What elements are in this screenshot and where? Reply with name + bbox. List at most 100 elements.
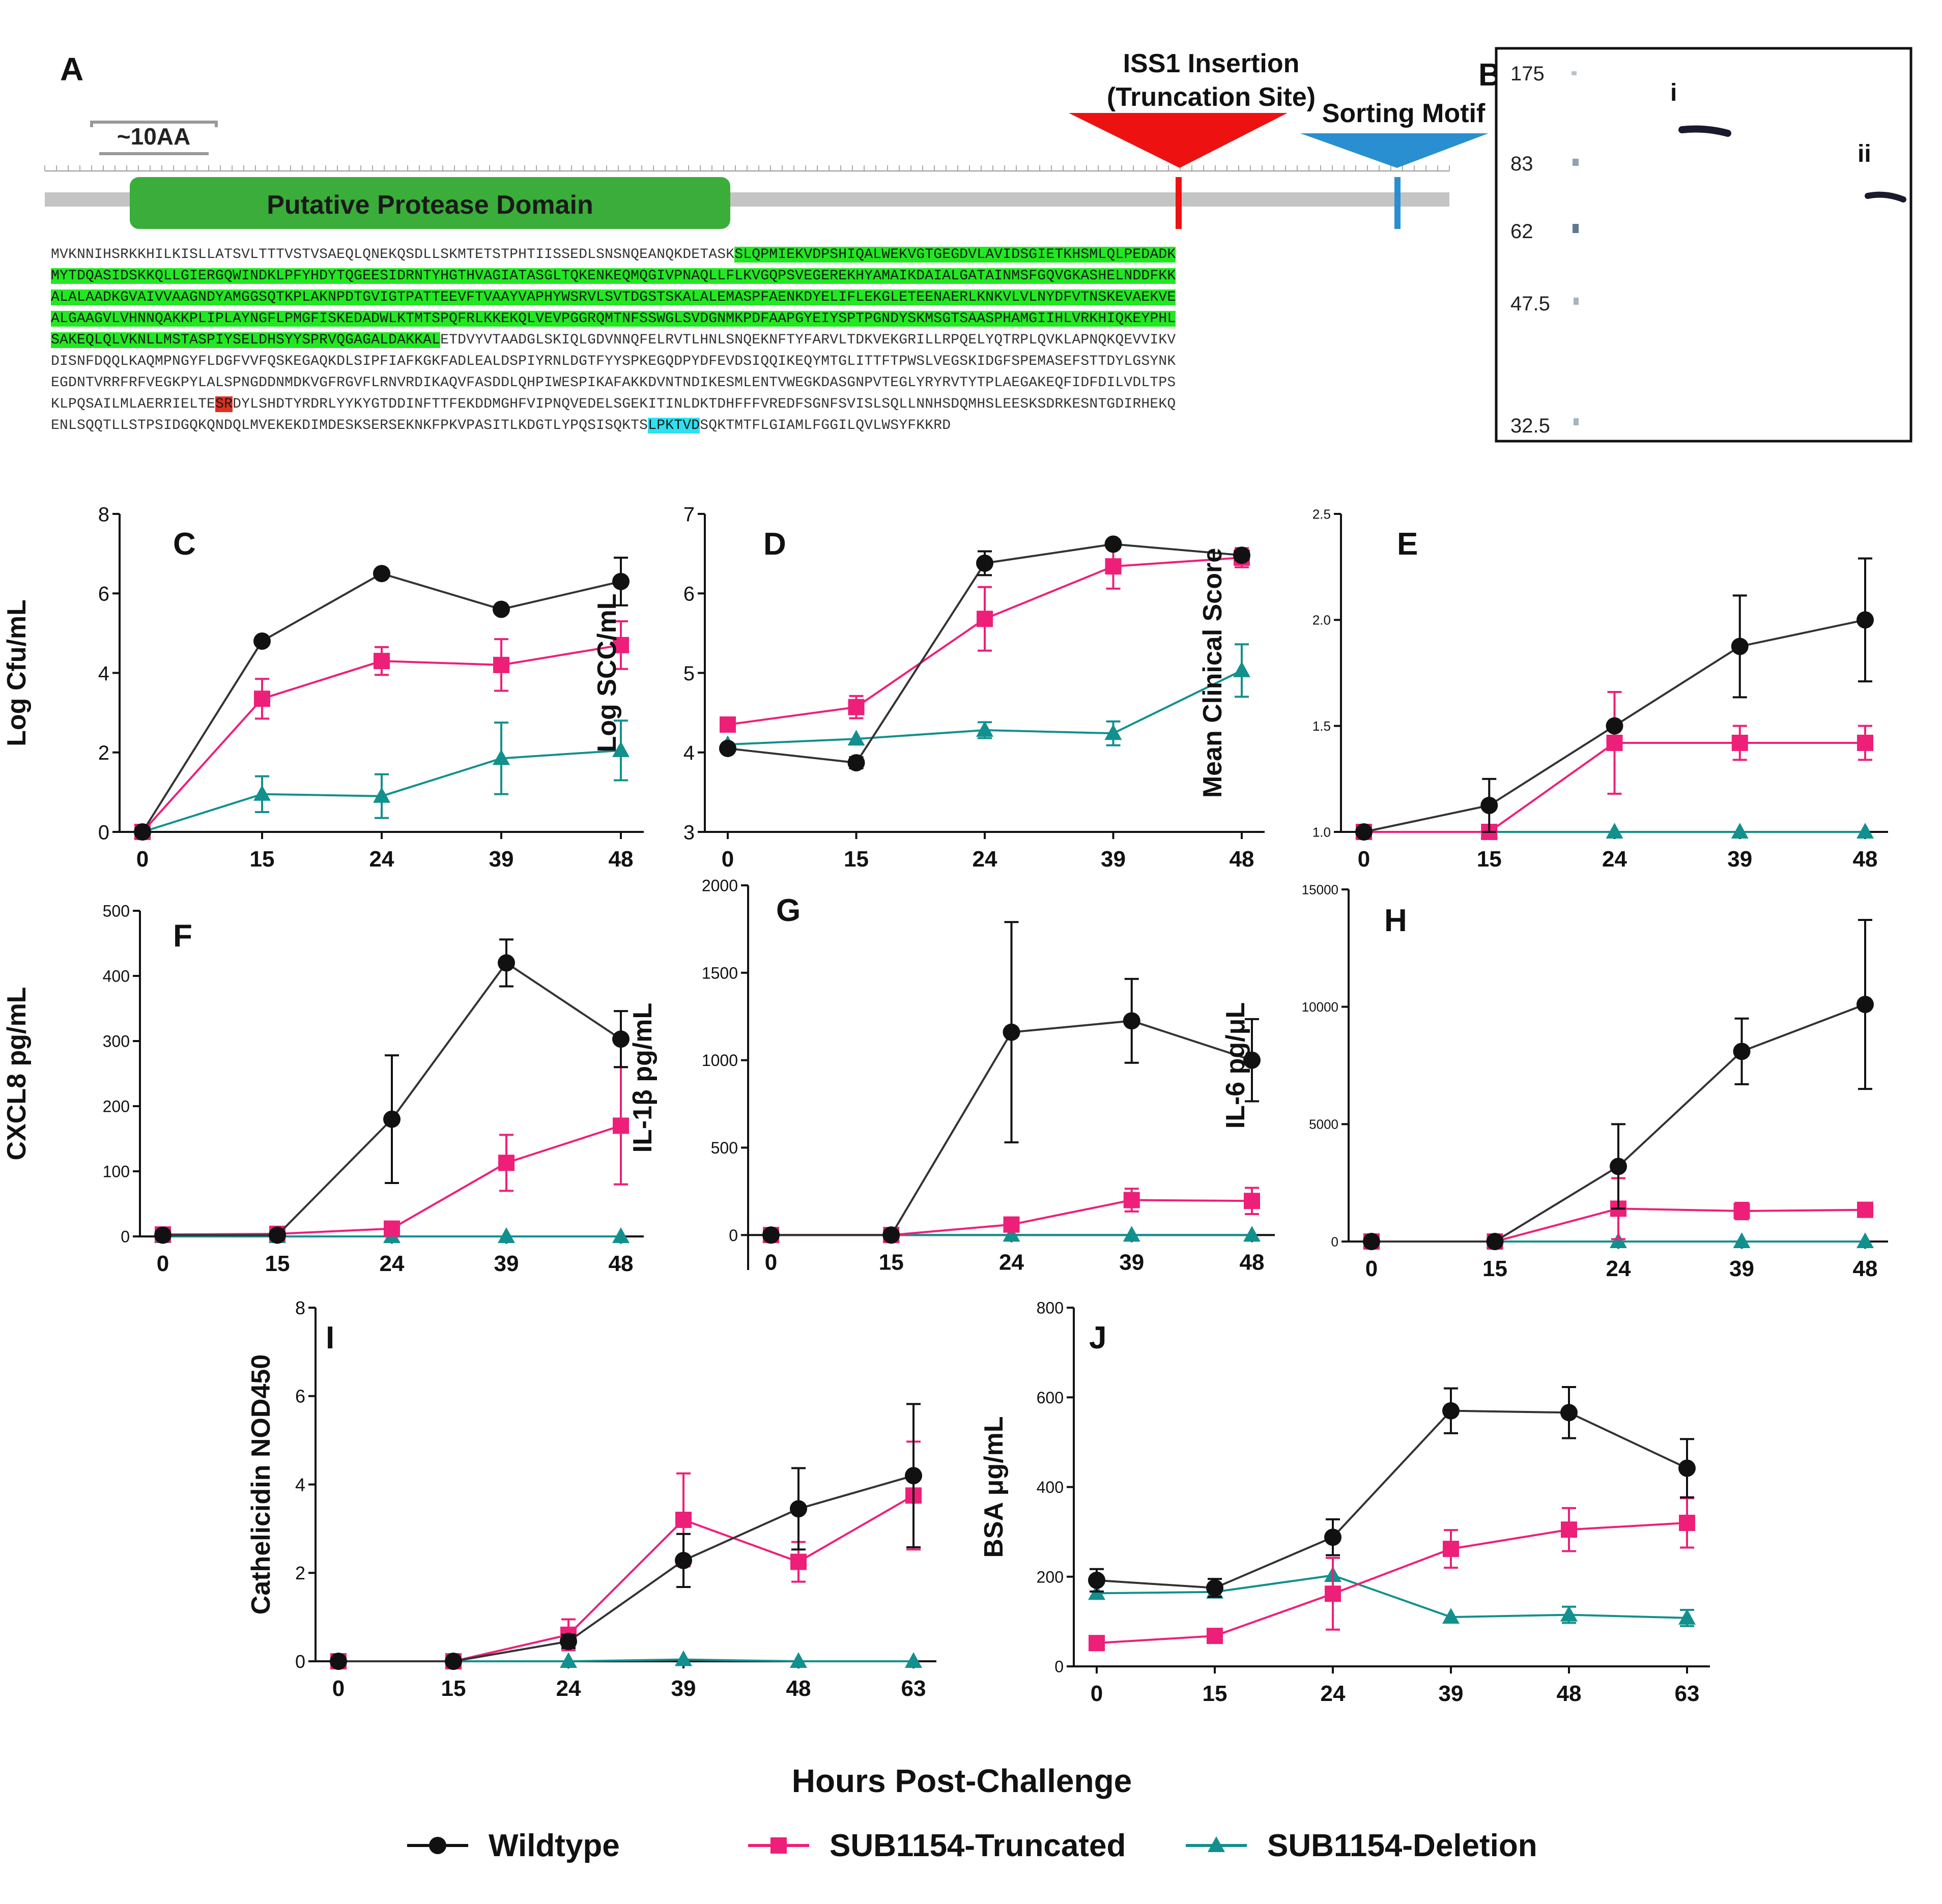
y-tick-label: 500 bbox=[103, 902, 130, 920]
series-wildtype bbox=[1363, 918, 1874, 1250]
data-point-wildtype bbox=[612, 1030, 630, 1048]
band-ii bbox=[1865, 191, 1906, 203]
y-tick-label: 200 bbox=[1037, 1568, 1064, 1586]
y-tick-label: 0 bbox=[121, 1228, 130, 1246]
data-point-wildtype bbox=[498, 954, 515, 972]
x-tick-label: 15 bbox=[441, 1676, 466, 1701]
ladder-band bbox=[1574, 298, 1579, 305]
chart-panel-e: 1.0 1.5 2.0 2.5 0 15 24 39 48 E Mean Clinical Scor… bbox=[1198, 506, 1888, 872]
y-tick-label: 8 bbox=[98, 503, 109, 526]
x-tick-label: 48 bbox=[609, 1251, 634, 1276]
x-tick-label: 48 bbox=[1853, 1256, 1878, 1281]
data-point-wildtype bbox=[269, 1226, 286, 1244]
series-wildtype bbox=[330, 1403, 922, 1670]
panel-letter: I bbox=[326, 1320, 334, 1355]
data-point-deletion bbox=[373, 787, 390, 803]
chart-panel-h: 0 5000 10000 15000 0 15 24 39 48 H IL-6 pg/μL bbox=[1221, 882, 1888, 1281]
y-tick-label: 400 bbox=[103, 967, 130, 986]
data-point-deletion bbox=[1243, 1226, 1261, 1242]
y-tick-label: 6 bbox=[683, 583, 695, 605]
band-i bbox=[1678, 125, 1731, 137]
data-point-truncated bbox=[1857, 735, 1873, 751]
chart-panel-g: 0 500 1000 1500 2000 0 15 24 39 48 G IL-1β pg/mL bbox=[628, 877, 1275, 1275]
data-point-wildtype bbox=[1233, 546, 1250, 564]
y-tick-label: 400 bbox=[1037, 1478, 1064, 1496]
data-point-truncated bbox=[493, 656, 509, 673]
sequence-segment: KLPQSAILMLAERRIELTE bbox=[51, 396, 216, 412]
data-point-truncated bbox=[1123, 1192, 1140, 1208]
sequence-line: ALGAAGVLVHNNQAKKPLIPLAYNGFLPMGFISKEDADWL… bbox=[51, 308, 1445, 330]
sequence-segment: SQKTMTFLGIAMLFGGILQVLWSYFKKRD bbox=[700, 418, 951, 434]
x-tick-label: 0 bbox=[1091, 1681, 1103, 1706]
x-tick-label: 39 bbox=[1727, 847, 1752, 872]
panel-letter: E bbox=[1397, 527, 1418, 562]
protease-domain-box bbox=[130, 177, 730, 229]
y-tick-label: 0 bbox=[98, 821, 109, 844]
x-tick-label: 15 bbox=[1482, 1256, 1507, 1281]
data-point-wildtype bbox=[1857, 996, 1874, 1014]
data-point-deletion bbox=[905, 1652, 922, 1668]
y-tick-label: 5000 bbox=[1309, 1117, 1338, 1132]
sequence-segment: SAKEQLQLVKNLLMSTASPIYSELDHSYYSPRVQGAGALD… bbox=[51, 332, 441, 348]
x-tick-label: 39 bbox=[671, 1676, 696, 1701]
y-tick-label: 800 bbox=[1037, 1299, 1064, 1317]
series-wildtype bbox=[1355, 557, 1874, 841]
data-point-wildtype bbox=[1480, 796, 1498, 814]
legend-item: Wildtype bbox=[407, 1828, 620, 1863]
data-point-wildtype bbox=[1123, 1012, 1140, 1030]
data-point-wildtype bbox=[1243, 1051, 1261, 1069]
y-tick-label: 2.0 bbox=[1312, 613, 1331, 628]
data-point-deletion bbox=[847, 730, 865, 746]
data-point-wildtype bbox=[134, 823, 151, 841]
panel-letter: C bbox=[173, 527, 196, 562]
data-point-wildtype bbox=[1560, 1404, 1578, 1422]
data-point-deletion bbox=[1003, 1226, 1020, 1242]
data-point-wildtype bbox=[1731, 638, 1749, 655]
marker-175: 175 bbox=[1510, 63, 1545, 85]
x-tick-label: 15 bbox=[265, 1251, 290, 1276]
sequence-line: SAKEQLQLVKNLLMSTASPIYSELDHSYYSPRVQGAGALD… bbox=[51, 330, 1445, 351]
data-point-deletion bbox=[1123, 1226, 1140, 1242]
series-sub1154-deletion bbox=[134, 719, 630, 839]
y-tick-label: 1000 bbox=[702, 1051, 738, 1070]
x-tick-label: 39 bbox=[1439, 1681, 1464, 1706]
data-point-wildtype bbox=[330, 1653, 347, 1670]
data-point-truncated bbox=[1606, 735, 1623, 751]
y-tick-label: 600 bbox=[1037, 1389, 1064, 1407]
data-point-truncated bbox=[1679, 1515, 1695, 1531]
data-point-wildtype bbox=[1678, 1459, 1696, 1477]
data-point-wildtype bbox=[1355, 823, 1373, 841]
data-point-wildtype bbox=[383, 1110, 401, 1128]
data-point-truncated bbox=[1207, 1628, 1223, 1645]
marker-83: 83 bbox=[1510, 153, 1533, 175]
series-sub1154-deletion bbox=[1088, 1566, 1696, 1627]
series-line bbox=[1096, 1522, 1688, 1645]
sorting-mark bbox=[1394, 177, 1401, 229]
data-point-deletion bbox=[498, 1227, 515, 1243]
ladder-band bbox=[1573, 224, 1579, 233]
series-wildtype bbox=[719, 535, 1250, 772]
data-point-deletion bbox=[1857, 823, 1874, 839]
panel-letter: F bbox=[173, 918, 192, 954]
x-tick-label: 39 bbox=[494, 1251, 519, 1276]
data-point-wildtype bbox=[976, 554, 993, 572]
data-point-deletion bbox=[790, 1652, 807, 1668]
y-tick-label: 2 bbox=[295, 1563, 305, 1583]
y-tick-label: 0 bbox=[729, 1226, 738, 1245]
data-point-deletion bbox=[493, 749, 510, 765]
x-tick-label: 48 bbox=[1230, 847, 1254, 872]
legend-item: SUB1154-Deletion bbox=[1186, 1828, 1537, 1863]
data-point-truncated bbox=[790, 1553, 807, 1570]
data-point-truncated bbox=[770, 1837, 787, 1854]
x-tick-label: 39 bbox=[1119, 1250, 1144, 1275]
x-tick-label: 15 bbox=[1203, 1681, 1227, 1706]
y-tick-label: 1.5 bbox=[1312, 718, 1331, 734]
data-point-deletion bbox=[612, 741, 630, 757]
x-tick-label: 0 bbox=[765, 1250, 777, 1275]
data-point-wildtype bbox=[1442, 1402, 1460, 1420]
x-tick-label: 48 bbox=[1853, 847, 1878, 872]
data-point-deletion bbox=[1731, 823, 1749, 839]
y-tick-label: 3 bbox=[683, 821, 695, 844]
x-tick-label: 48 bbox=[609, 847, 634, 872]
